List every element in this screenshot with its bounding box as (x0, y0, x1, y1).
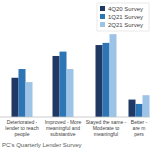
bar (12, 78, 19, 117)
bar (19, 69, 26, 117)
baseline (0, 117, 150, 118)
category-label: Improved - Moremeaningful andsubstantive (45, 119, 82, 137)
legend: 4Q20 Survey 1Q21 Survey 2Q21 Survey (97, 3, 149, 31)
bar (103, 43, 110, 117)
bar (136, 104, 143, 117)
legend-label: 2Q21 Survey (108, 22, 143, 28)
legend-box (97, 3, 149, 31)
bar (67, 69, 74, 117)
bar (60, 52, 67, 117)
bar (26, 82, 33, 117)
category-label: Deteriorated -lender to reachpeople (5, 119, 39, 137)
chart: Deteriorated -lender to reachpeople Impro… (0, 0, 150, 150)
bar (96, 45, 103, 117)
bar (53, 56, 60, 117)
legend-swatch (100, 6, 105, 11)
legend-label: 4Q20 Survey (108, 6, 143, 12)
bars (12, 34, 150, 117)
bar (110, 34, 117, 117)
legend-swatch (100, 22, 105, 27)
category-label: Stayed the same -Moderate tomeaningful (86, 119, 127, 137)
bar (129, 100, 136, 117)
legend-label: 1Q21 Survey (108, 14, 143, 20)
source: PC's Quarterly Lender Survey (2, 142, 82, 148)
bar (143, 95, 150, 117)
legend-swatch (100, 14, 105, 19)
category-label: Better -are mpers (131, 119, 148, 137)
